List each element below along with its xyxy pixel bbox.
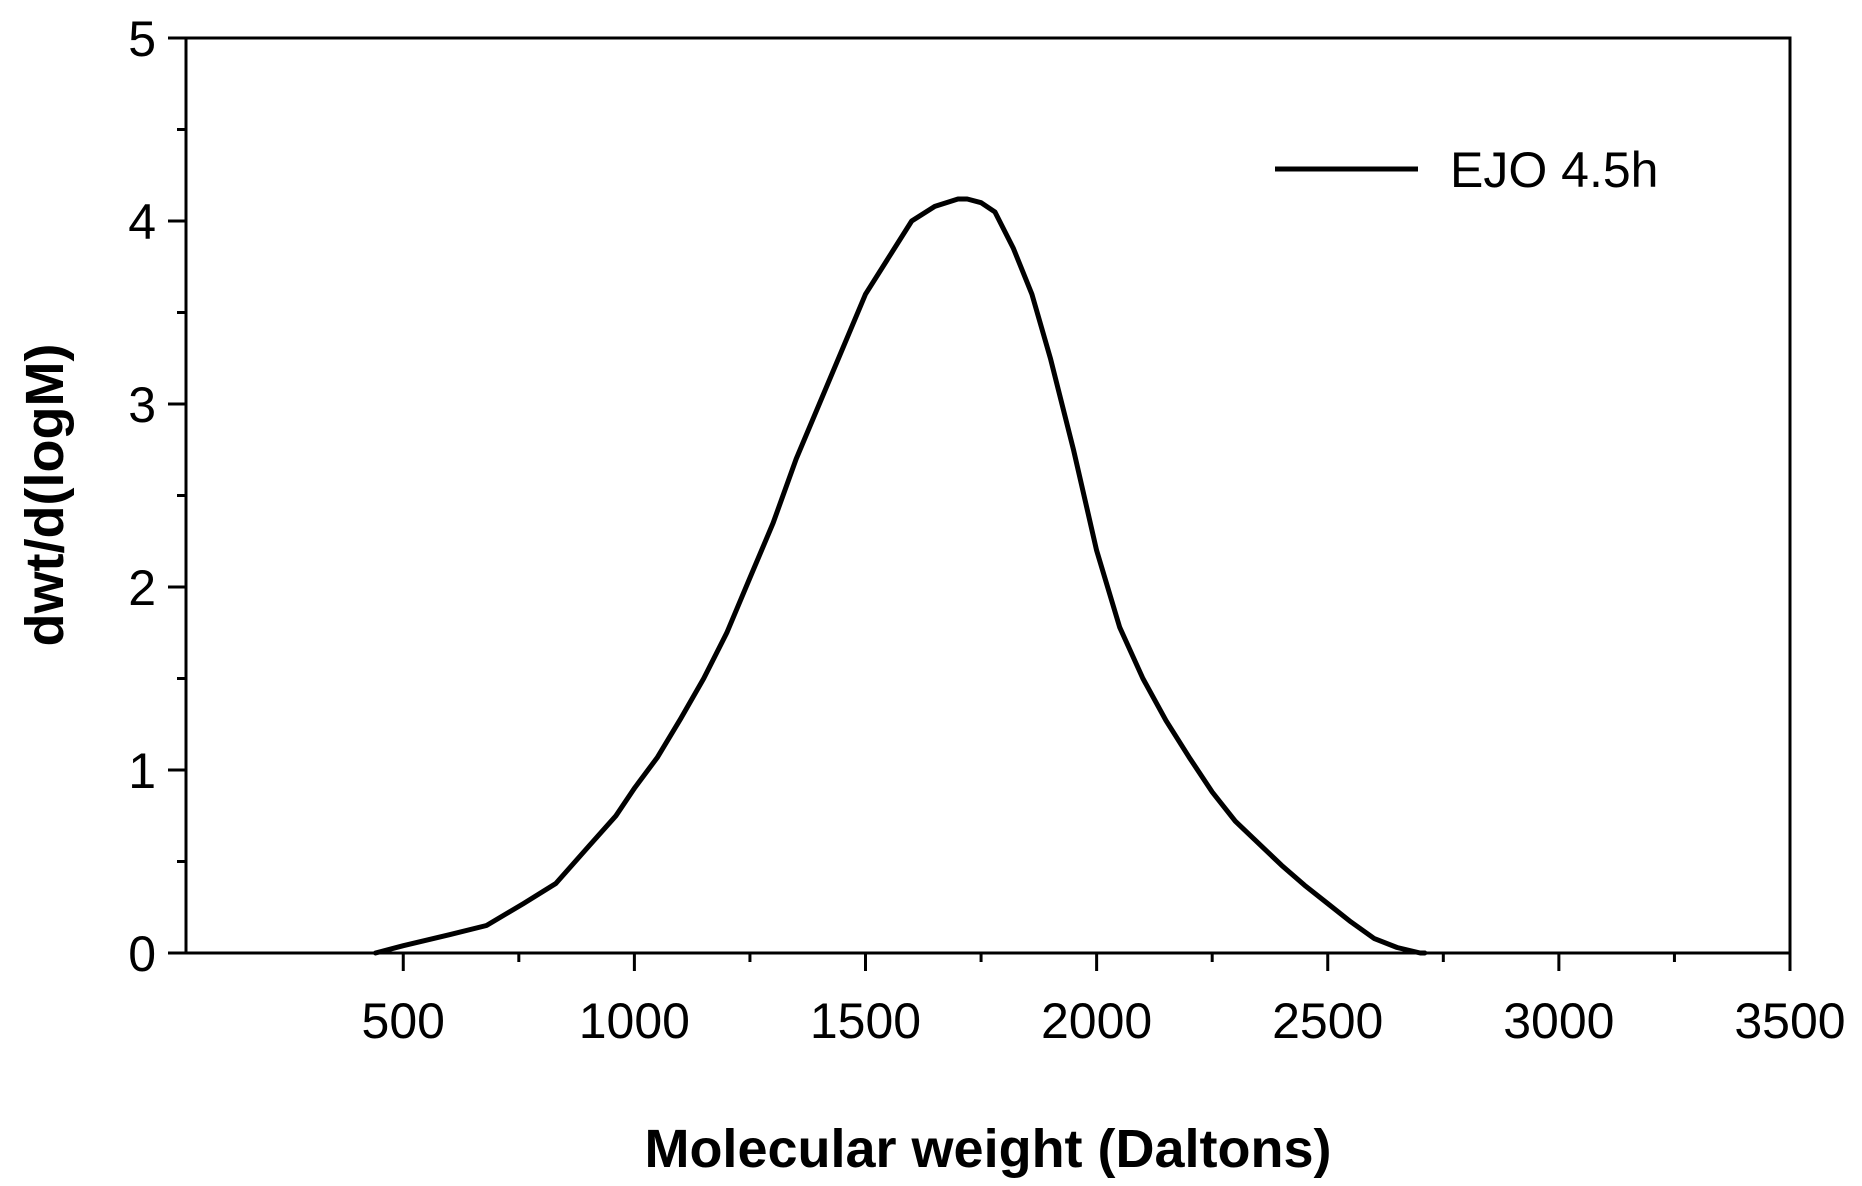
x-tick-label: 2500 (1272, 993, 1383, 1049)
x-tick-label: 3000 (1503, 993, 1614, 1049)
legend: EJO 4.5h (1275, 142, 1658, 198)
x-tick-label: 2000 (1041, 993, 1152, 1049)
x-tick-label: 500 (362, 993, 445, 1049)
x-tick-label: 1000 (579, 993, 690, 1049)
series-line-ejo-4-5h (373, 196, 1428, 956)
y-tick-label: 0 (128, 926, 156, 982)
x-tick-label: 3500 (1734, 993, 1845, 1049)
y-tick-label: 4 (128, 194, 156, 250)
y-tick-label: 2 (128, 560, 156, 616)
x-axis-title: Molecular weight (Daltons) (644, 1119, 1331, 1179)
legend-label-ejo-4-5h: EJO 4.5h (1450, 142, 1658, 198)
series-layer (373, 196, 1428, 956)
y-tick-label: 1 (128, 743, 156, 799)
x-axis-ticks: 500 1000 1500 2000 2500 3000 3500 (362, 953, 1846, 1049)
y-tick-label: 3 (128, 377, 156, 433)
x-tick-label: 1500 (810, 993, 921, 1049)
y-axis-title: dwt/d(logM) (15, 344, 75, 647)
y-axis-ticks: 0 1 2 3 4 5 (128, 11, 186, 982)
y-tick-label: 5 (128, 11, 156, 67)
